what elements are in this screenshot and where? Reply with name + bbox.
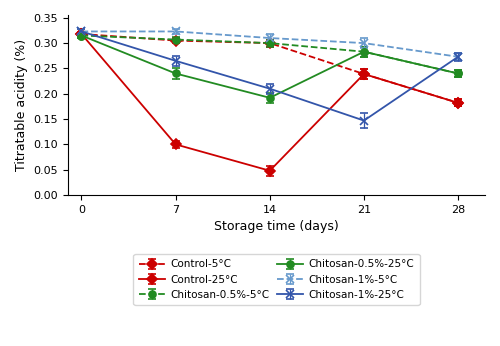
Y-axis label: Titratable acidity (%): Titratable acidity (%) bbox=[15, 39, 28, 171]
X-axis label: Storage time (days): Storage time (days) bbox=[214, 220, 339, 233]
Legend: Control-5°C, Control-25°C, Chitosan-0.5%-5°C, Chitosan-0.5%-25°C, Chitosan-1%-5°: Control-5°C, Control-25°C, Chitosan-0.5%… bbox=[134, 254, 420, 305]
